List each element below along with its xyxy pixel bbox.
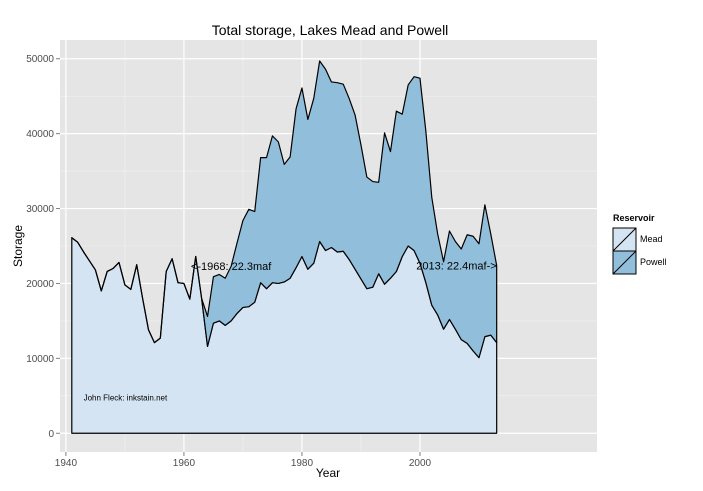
- legend-key-slash: [612, 227, 637, 252]
- y-tick-label: 50000: [26, 54, 54, 65]
- annotation-1968: <-1968: 22.3maf: [191, 261, 272, 273]
- y-tick-label: 10000: [26, 354, 54, 365]
- y-tick-label: 30000: [26, 204, 54, 215]
- legend-label-powell: Powell: [640, 257, 667, 267]
- x-tick-label: 2000: [409, 458, 432, 469]
- credit-annotation: John Fleck: inkstain.net: [84, 393, 168, 402]
- legend-key-slash: [612, 250, 637, 275]
- y-tick-label: 20000: [26, 279, 54, 290]
- y-axis: 0 10000 20000 30000 40000 50000: [26, 54, 60, 440]
- legend: Reservoir Mead Powell: [612, 213, 667, 275]
- legend-title: Reservoir: [613, 213, 655, 223]
- x-tick-label: 1980: [291, 458, 314, 469]
- chart-title: Total storage, Lakes Mead and Powell: [212, 22, 449, 38]
- x-axis: 1940 1960 1980 2000: [55, 452, 432, 469]
- area-powell: [71, 60, 498, 359]
- annotation-2013: 2013: 22.4maf->: [416, 260, 496, 272]
- y-axis-title: Storage: [11, 225, 25, 267]
- stacked-areas: [71, 60, 498, 434]
- legend-label-mead: Mead: [640, 234, 663, 244]
- annotations: <-1968: 22.3maf 2013: 22.4maf-> John Fleck…: [84, 260, 497, 402]
- x-axis-title: Year: [316, 466, 340, 480]
- x-tick-label: 1940: [55, 458, 78, 469]
- y-tick-label: 40000: [26, 129, 54, 140]
- x-tick-label: 1960: [173, 458, 196, 469]
- y-tick-label: 0: [48, 429, 54, 440]
